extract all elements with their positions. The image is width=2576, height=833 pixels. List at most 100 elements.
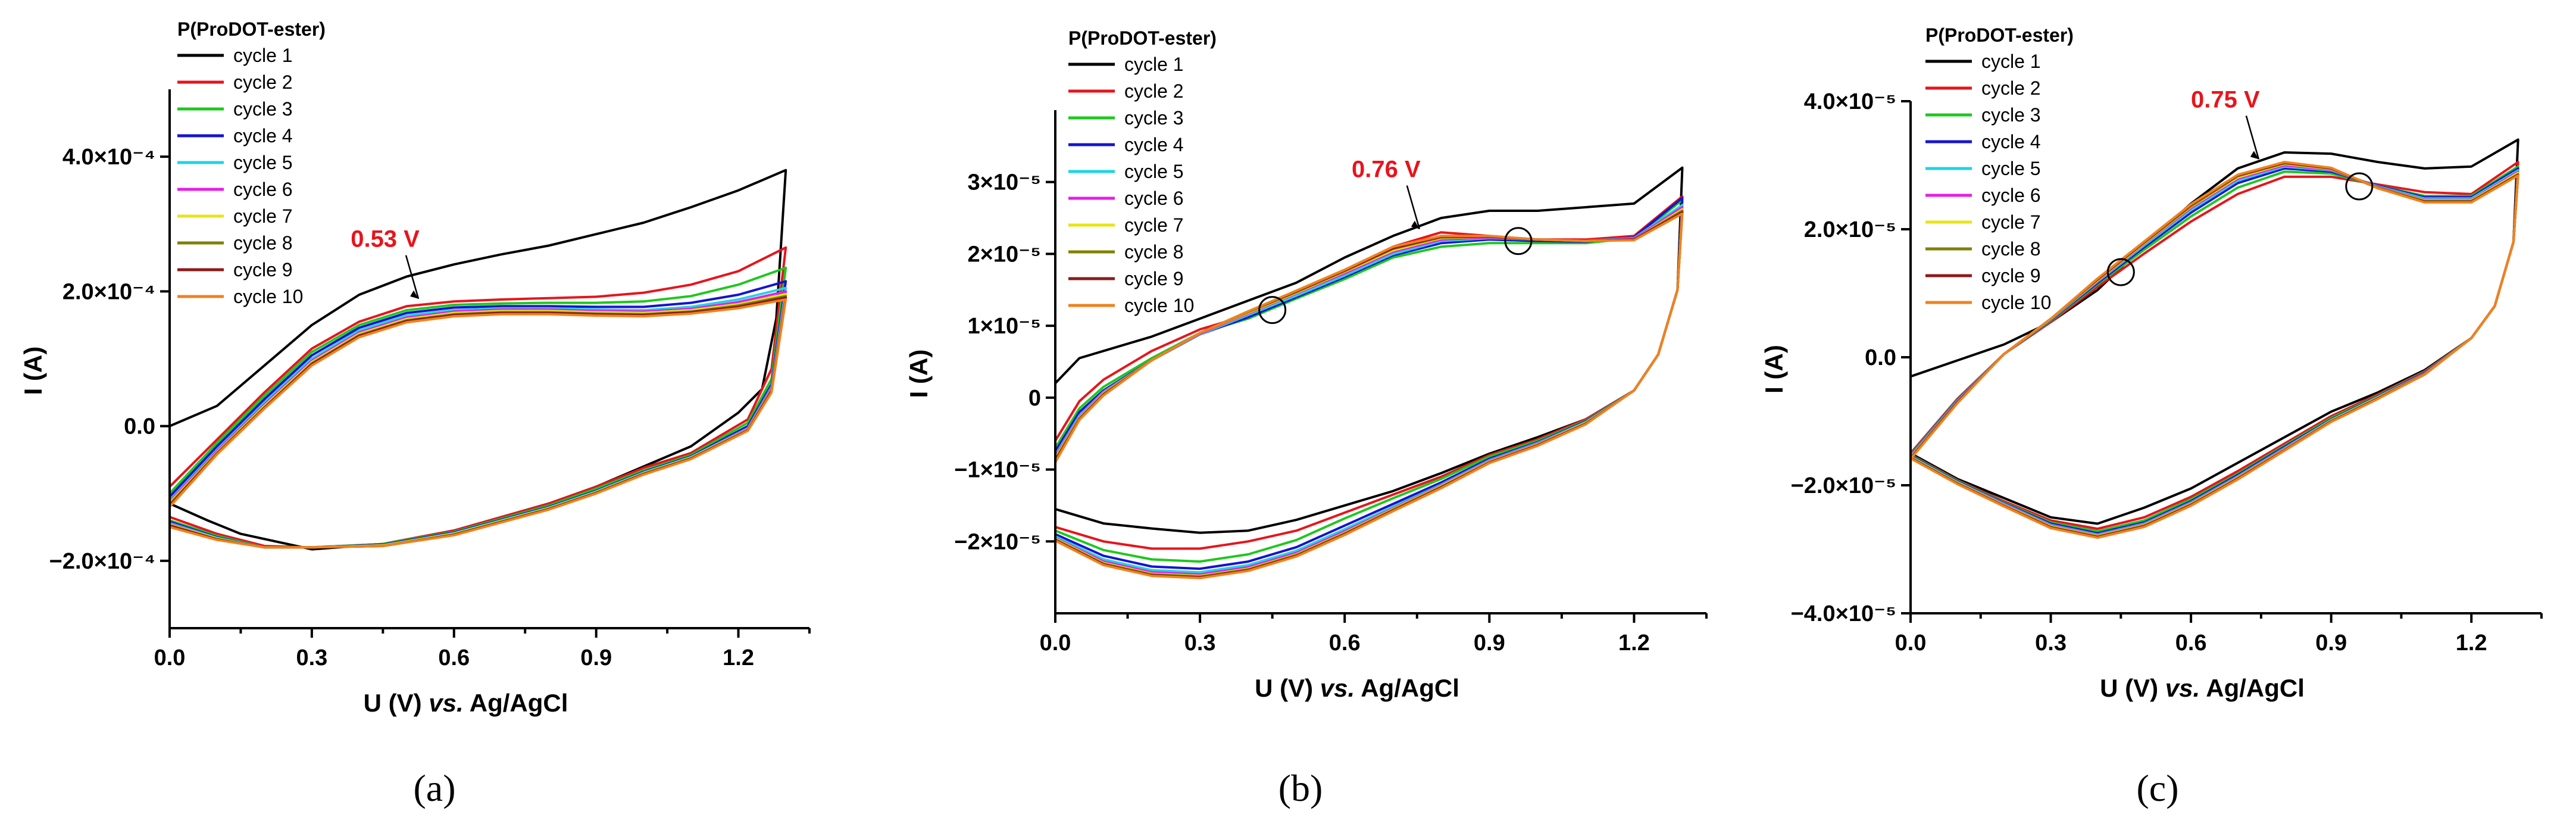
panel-label: (a) [413, 767, 455, 809]
legend-label-cycle-5: cycle 5 [1981, 158, 2041, 179]
legend: P(ProDOT-ester) cycle 1 cycle 2 cycle 3 cycl… [1925, 24, 2074, 313]
x-axis-title-part: Ag/AgCl [464, 689, 568, 717]
legend-label-cycle-1: cycle 1 [233, 45, 293, 66]
x-tick-label: 0.9 [1474, 631, 1505, 656]
legend-label-cycle-3: cycle 3 [233, 98, 293, 120]
peak-arrowhead [1411, 220, 1420, 229]
peak-arrow [2245, 116, 2260, 160]
x-tick-label: 1.2 [1618, 631, 1650, 656]
x-tick-label: 0.0 [1895, 631, 1927, 656]
curves-group [1909, 138, 2519, 539]
x-tick-label: 0.0 [154, 645, 186, 670]
series-line-cycle-5 [168, 286, 787, 549]
x-tick-label: 0.3 [1184, 631, 1216, 656]
y-tick-label: 2.0×10⁻⁴ [62, 279, 155, 304]
legend-label-cycle-6: cycle 6 [1124, 188, 1184, 209]
y-tick-label: −2.0×10⁻⁴ [49, 549, 155, 574]
x-axis-title: U (V) vs. Ag/AgCl [1255, 674, 1459, 702]
y-axis-title: I (A) [1760, 345, 1788, 394]
x-tick-label: 1.2 [723, 645, 754, 670]
legend-label-cycle-2: cycle 2 [1981, 77, 2041, 99]
legend: P(ProDOT-ester) cycle 1 cycle 2 cycle 3 cycl… [1068, 27, 1217, 316]
curves-group [168, 169, 787, 551]
y-axis-title: I (A) [19, 347, 47, 395]
series-line-cycle-6 [168, 290, 787, 549]
x-axis-title-part: vs. [1320, 674, 1355, 702]
peak-arrowhead [2250, 151, 2259, 160]
x-tick-label: 0.9 [2315, 631, 2347, 656]
crossing-point-marker-1 [1258, 296, 1287, 325]
legend-label-cycle-5: cycle 5 [1124, 161, 1184, 182]
legend-label-cycle-5: cycle 5 [233, 152, 293, 173]
legend-label-cycle-1: cycle 1 [1981, 51, 2041, 72]
legend-title: P(ProDOT-ester) [1925, 24, 2074, 46]
x-axis-title-part: U (V) [2100, 674, 2165, 702]
peak-arrow [405, 255, 420, 299]
x-tick-label: 0.9 [580, 645, 612, 670]
legend-label-cycle-2: cycle 2 [1124, 80, 1184, 102]
panel-b: 0.0 0.3 0.6 0.9 1.2 −2×10⁻⁵ −1×10⁻⁵ 0 1×10⁻⁵ 2×10… [905, 27, 1708, 809]
y-tick-label: 2×10⁻⁵ [968, 242, 1042, 267]
legend-label-cycle-8: cycle 8 [1981, 238, 2041, 260]
series-line-cycle-9 [168, 296, 787, 549]
legend-label-cycle-10: cycle 10 [1981, 292, 2051, 313]
crossing-point-marker-2 [2345, 172, 2374, 201]
x-tick-label: 0.3 [2035, 631, 2067, 656]
legend-label-cycle-7: cycle 7 [233, 205, 293, 227]
legend: P(ProDOT-ester) cycle 1 cycle 2 cycle 3 cycl… [177, 18, 326, 307]
legend-label-cycle-3: cycle 3 [1124, 107, 1184, 129]
x-axis-title-part: Ag/AgCl [1355, 674, 1459, 702]
y-tick-label: 3×10⁻⁵ [968, 170, 1042, 195]
panel-a: 0.0 0.3 0.6 0.9 1.2 −2.0×10⁻⁴ 0.0 2.0×10⁻⁴ 4.0×1… [19, 18, 811, 809]
panel-label: (b) [1278, 767, 1323, 809]
legend-label-cycle-9: cycle 9 [1124, 268, 1184, 289]
series-line-cycle-10 [168, 298, 787, 549]
x-tick-label: 0.3 [296, 645, 327, 670]
peak-arrowhead [410, 290, 419, 299]
peak-potential-label: 0.75 V [2191, 86, 2260, 113]
y-axis-title: I (A) [905, 350, 933, 398]
legend-label-cycle-8: cycle 8 [1124, 241, 1184, 263]
crossing-point-marker-1 [2106, 258, 2135, 286]
legend-label-cycle-9: cycle 9 [233, 259, 293, 280]
legend-title: P(ProDOT-ester) [1068, 27, 1217, 49]
legend-label-cycle-6: cycle 6 [1981, 185, 2041, 206]
x-tick-label: 0.0 [1040, 631, 1071, 656]
series-line-cycle-10 [1909, 161, 2519, 539]
y-tick-label: −2×10⁻⁵ [954, 529, 1041, 554]
legend-label-cycle-10: cycle 10 [1124, 295, 1194, 316]
legend-label-cycle-2: cycle 2 [233, 71, 293, 93]
x-axis-title: U (V) vs. Ag/AgCl [2100, 674, 2305, 702]
legend-label-cycle-3: cycle 3 [1981, 104, 2041, 126]
series-line-cycle-4 [168, 280, 787, 549]
x-axis-title-part: vs. [2165, 674, 2200, 702]
legend-title: P(ProDOT-ester) [177, 18, 326, 40]
legend-label-cycle-7: cycle 7 [1124, 214, 1184, 236]
curves-group [1054, 166, 1684, 579]
x-axis-title-part: Ag/AgCl [2200, 674, 2305, 702]
y-tick-label: 4.0×10⁻⁴ [62, 145, 155, 170]
series-line-cycle-7 [168, 292, 787, 549]
legend-label-cycle-4: cycle 4 [1124, 134, 1184, 155]
y-tick-label: −1×10⁻⁵ [954, 458, 1041, 483]
x-tick-label: 0.6 [438, 645, 470, 670]
y-tick-label: −4.0×10⁻⁵ [1791, 601, 1896, 626]
legend-label-cycle-10: cycle 10 [233, 286, 303, 307]
y-tick-label: 2.0×10⁻⁵ [1804, 217, 1896, 242]
crossing-point-marker-2 [1504, 227, 1533, 255]
legend-label-cycle-6: cycle 6 [233, 179, 293, 200]
x-tick-label: 0.6 [2175, 631, 2207, 656]
legend-label-cycle-1: cycle 1 [1124, 54, 1184, 75]
x-axis-title-part: vs. [429, 689, 463, 717]
peak-potential-label: 0.53 V [351, 226, 420, 252]
series-line-cycle-8 [168, 295, 787, 549]
peak-arrow [1406, 185, 1421, 229]
y-tick-label: 4.0×10⁻⁵ [1804, 89, 1896, 114]
legend-label-cycle-9: cycle 9 [1981, 265, 2041, 286]
legend-label-cycle-4: cycle 4 [233, 125, 293, 146]
x-tick-label: 1.2 [2456, 631, 2487, 656]
y-tick-label: 0.0 [1865, 345, 1896, 370]
legend-label-cycle-7: cycle 7 [1981, 211, 2041, 233]
x-tick-label: 0.6 [1329, 631, 1361, 656]
peak-potential-label: 0.76 V [1352, 157, 1421, 183]
